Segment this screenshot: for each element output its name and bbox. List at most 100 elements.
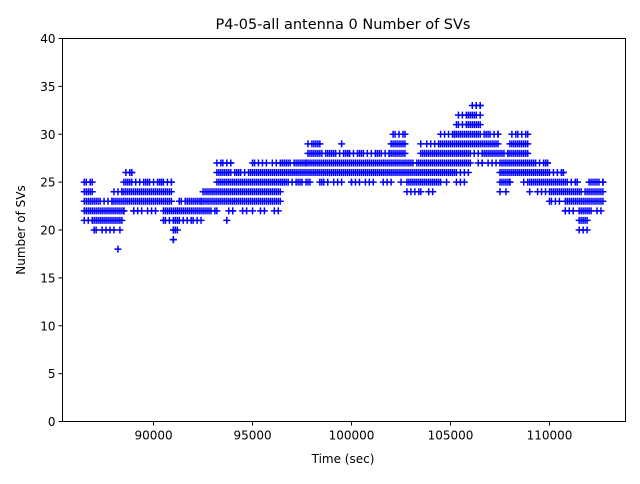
y-axis-label: Number of SVs xyxy=(14,185,28,274)
y-tick-label: 15 xyxy=(40,271,55,285)
data-point xyxy=(417,140,425,148)
data-point xyxy=(437,178,445,186)
data-point xyxy=(524,149,532,157)
data-point xyxy=(338,178,346,186)
data-point xyxy=(169,236,177,244)
data-point xyxy=(494,130,502,138)
data-point xyxy=(274,207,282,215)
data-point xyxy=(88,188,96,196)
data-point xyxy=(573,178,581,186)
data-point xyxy=(506,178,514,186)
data-point xyxy=(496,188,504,196)
data-point xyxy=(555,197,563,205)
data-point xyxy=(472,102,480,110)
data-point xyxy=(304,178,312,186)
data-point xyxy=(585,207,593,215)
data-point xyxy=(152,207,160,215)
y-tick-label: 10 xyxy=(40,319,55,333)
data-point xyxy=(545,197,553,205)
data-point xyxy=(243,207,251,215)
data-point xyxy=(583,226,591,234)
data-point xyxy=(559,169,567,177)
x-tick-label: 100000 xyxy=(329,429,375,443)
data-point xyxy=(114,245,122,253)
data-point xyxy=(599,178,607,186)
y-tick-label: 5 xyxy=(48,367,56,381)
data-point xyxy=(460,178,468,186)
data-point xyxy=(173,226,181,234)
data-point xyxy=(324,178,332,186)
data-point xyxy=(355,178,363,186)
data-point xyxy=(348,178,356,186)
data-point xyxy=(369,178,377,186)
data-point xyxy=(544,159,552,167)
y-tick-label: 40 xyxy=(40,32,55,46)
data-point xyxy=(403,188,411,196)
data-point xyxy=(120,207,128,215)
data-point xyxy=(276,188,284,196)
data-point xyxy=(167,197,175,205)
data-point xyxy=(597,207,605,215)
data-point xyxy=(575,226,583,234)
data-point xyxy=(227,159,235,167)
data-point xyxy=(476,111,484,119)
y-tick-label: 20 xyxy=(40,224,55,238)
data-point xyxy=(583,216,591,224)
y-axis-ticks: 0 5 10 15 20 25 30 35 40 xyxy=(40,32,63,429)
data-point xyxy=(526,188,534,196)
data-point xyxy=(276,197,284,205)
data-point xyxy=(316,140,324,148)
data-point xyxy=(199,207,207,215)
x-axis-ticks: 90000 95000 100000 105000 110000 xyxy=(134,421,572,443)
data-point xyxy=(599,197,607,205)
data-point xyxy=(167,178,175,186)
y-tick-label: 25 xyxy=(40,176,55,190)
data-point xyxy=(401,130,409,138)
chart-title: P4-05-all antenna 0 Number of SVs xyxy=(216,17,471,33)
data-point xyxy=(429,188,437,196)
x-tick-label: 95000 xyxy=(233,429,271,443)
y-tick-label: 0 xyxy=(48,415,56,429)
data-point xyxy=(599,188,607,196)
data-point xyxy=(130,207,138,215)
data-point xyxy=(128,169,136,177)
data-point xyxy=(338,140,346,148)
data-point xyxy=(116,226,124,234)
data-point xyxy=(249,207,257,215)
data-point xyxy=(464,169,472,177)
data-point xyxy=(397,178,405,186)
data-point xyxy=(197,216,205,224)
data-point xyxy=(80,216,88,224)
data-point xyxy=(175,216,183,224)
data-point xyxy=(262,159,270,167)
data-point xyxy=(524,140,532,148)
data-point xyxy=(278,178,286,186)
data-point xyxy=(387,178,395,186)
data-point xyxy=(90,226,98,234)
data-point xyxy=(524,130,532,138)
data-point xyxy=(561,207,569,215)
data-point xyxy=(443,178,451,186)
data-point xyxy=(401,149,409,157)
data-point xyxy=(159,216,167,224)
y-tick-label: 35 xyxy=(40,80,55,94)
data-point xyxy=(118,216,126,224)
data-point xyxy=(213,207,221,215)
data-point xyxy=(110,226,118,234)
data-point xyxy=(452,178,460,186)
data-point xyxy=(318,178,326,186)
data-point xyxy=(223,216,231,224)
data-point xyxy=(88,178,96,186)
data-point xyxy=(417,188,425,196)
data-point xyxy=(138,207,146,215)
data-point xyxy=(401,140,409,148)
data-point xyxy=(476,121,484,129)
y-tick-label: 30 xyxy=(40,128,55,142)
x-tick-label: 105000 xyxy=(428,429,474,443)
data-point xyxy=(167,188,175,196)
x-tick-label: 90000 xyxy=(134,429,172,443)
data-markers xyxy=(80,102,607,253)
data-point xyxy=(229,207,237,215)
data-point xyxy=(260,207,268,215)
